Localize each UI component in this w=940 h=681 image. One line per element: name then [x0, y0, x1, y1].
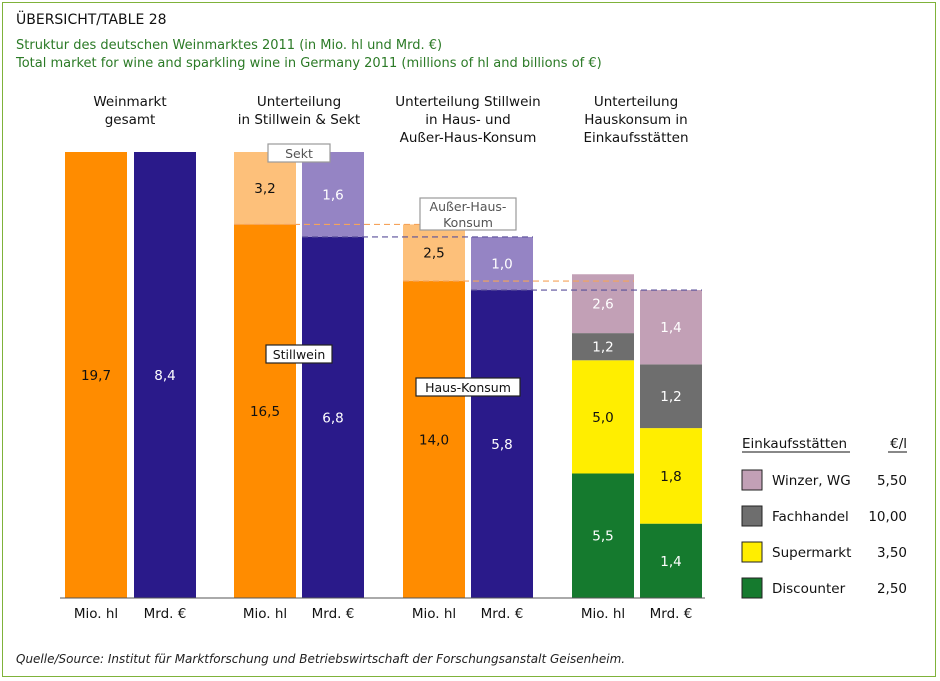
- data-label: 5,8: [491, 437, 512, 453]
- data-label: 1,8: [660, 469, 681, 485]
- bar-axis-label: Mrd. €: [650, 606, 693, 622]
- group-title: Hauskonsum in: [584, 112, 688, 128]
- bar-axis-label: Mrd. €: [144, 606, 187, 622]
- group-title: Unterteilung Stillwein: [395, 94, 540, 110]
- data-label: 16,5: [250, 404, 280, 420]
- bar-segment: [302, 152, 364, 237]
- legend-unit-header: €/l: [890, 436, 907, 452]
- bar-segment: [640, 428, 702, 524]
- chart-title-de: Struktur des deutschen Weinmarktes 2011 …: [16, 38, 443, 53]
- annotation-haus-konsum-box: [415, 377, 521, 397]
- data-label: 8,4: [154, 368, 175, 384]
- bar-segment: [65, 152, 127, 598]
- legend-swatch: [741, 469, 763, 491]
- bar-axis-label: Mio. hl: [412, 606, 456, 622]
- legend-swatch: [741, 505, 763, 527]
- group-title: Weinmarkt: [93, 94, 166, 110]
- annotation-stillwein-box: [265, 344, 333, 364]
- group-title: in Stillwein & Sekt: [238, 112, 360, 128]
- bar-segment: [234, 224, 296, 598]
- data-label: 1,2: [660, 389, 681, 405]
- annotation-haus-konsum: Haus-Konsum: [425, 380, 511, 395]
- data-label: 1,4: [660, 320, 681, 336]
- data-label: 1,0: [491, 257, 512, 273]
- bar-axis-label: Mrd. €: [481, 606, 524, 622]
- bar-segment: [403, 281, 465, 598]
- group-title: Einkaufsstätten: [583, 130, 688, 146]
- group-title: Außer-Haus-Konsum: [400, 130, 537, 146]
- annotation-ausser-haus: Konsum: [443, 215, 493, 230]
- bar-segment: [572, 274, 634, 334]
- bar-segment: [471, 290, 533, 598]
- annotation-stillwein: Stillwein: [273, 347, 326, 362]
- bar-segment: [640, 290, 702, 365]
- legend-swatch: [741, 541, 763, 563]
- group-title: Unterteilung: [594, 94, 678, 110]
- data-label: 1,6: [322, 187, 343, 203]
- bar-segment: [403, 224, 465, 282]
- source-note: Quelle/Source: Institut für Marktforschu…: [16, 652, 626, 666]
- data-label: 3,2: [254, 181, 275, 197]
- legend-title: Einkaufsstätten: [742, 436, 847, 452]
- data-label: 2,5: [423, 246, 444, 262]
- legend-value: 10,00: [868, 509, 907, 525]
- data-label: 5,5: [592, 529, 613, 545]
- bar-axis-label: Mio. hl: [74, 606, 118, 622]
- data-label: 1,4: [660, 554, 681, 570]
- legend-value: 2,50: [877, 581, 907, 597]
- data-label: 2,6: [592, 297, 613, 313]
- data-label: 6,8: [322, 410, 343, 426]
- data-label: 14,0: [419, 433, 449, 449]
- data-label: 19,7: [81, 368, 111, 384]
- annotation-ausser-haus-box: [419, 197, 517, 231]
- legend-label: Supermarkt: [772, 545, 851, 561]
- table-number: ÜBERSICHT/TABLE 28: [16, 12, 167, 28]
- legend-label: Winzer, WG: [772, 473, 851, 489]
- legend-value: 3,50: [877, 545, 907, 561]
- chart-title-en: Total market for wine and sparkling wine…: [16, 56, 602, 71]
- bar-axis-label: Mio. hl: [581, 606, 625, 622]
- bar-segment: [572, 473, 634, 598]
- bar-segment: [134, 152, 196, 598]
- bar-segment: [572, 333, 634, 361]
- group-title: in Haus- und: [425, 112, 510, 128]
- bar-segment: [234, 152, 296, 225]
- group-title: Unterteilung: [257, 94, 341, 110]
- legend-label: Discounter: [772, 581, 846, 597]
- bar-segment: [640, 523, 702, 598]
- legend-label: Fachhandel: [772, 509, 849, 525]
- data-label: 1,2: [592, 340, 613, 356]
- bar-segment: [302, 236, 364, 598]
- bar-segment: [640, 364, 702, 429]
- bar-axis-label: Mio. hl: [243, 606, 287, 622]
- annotation-sekt: Sekt: [285, 146, 313, 161]
- group-title: gesamt: [105, 112, 156, 128]
- annotation-sekt-box: [267, 143, 331, 163]
- legend-swatch: [741, 577, 763, 599]
- bar-segment: [572, 360, 634, 474]
- bar-axis-label: Mrd. €: [312, 606, 355, 622]
- annotation-ausser-haus: Außer-Haus-: [430, 199, 507, 214]
- legend-value: 5,50: [877, 473, 907, 489]
- bar-segment: [471, 236, 533, 291]
- data-label: 5,0: [592, 410, 613, 426]
